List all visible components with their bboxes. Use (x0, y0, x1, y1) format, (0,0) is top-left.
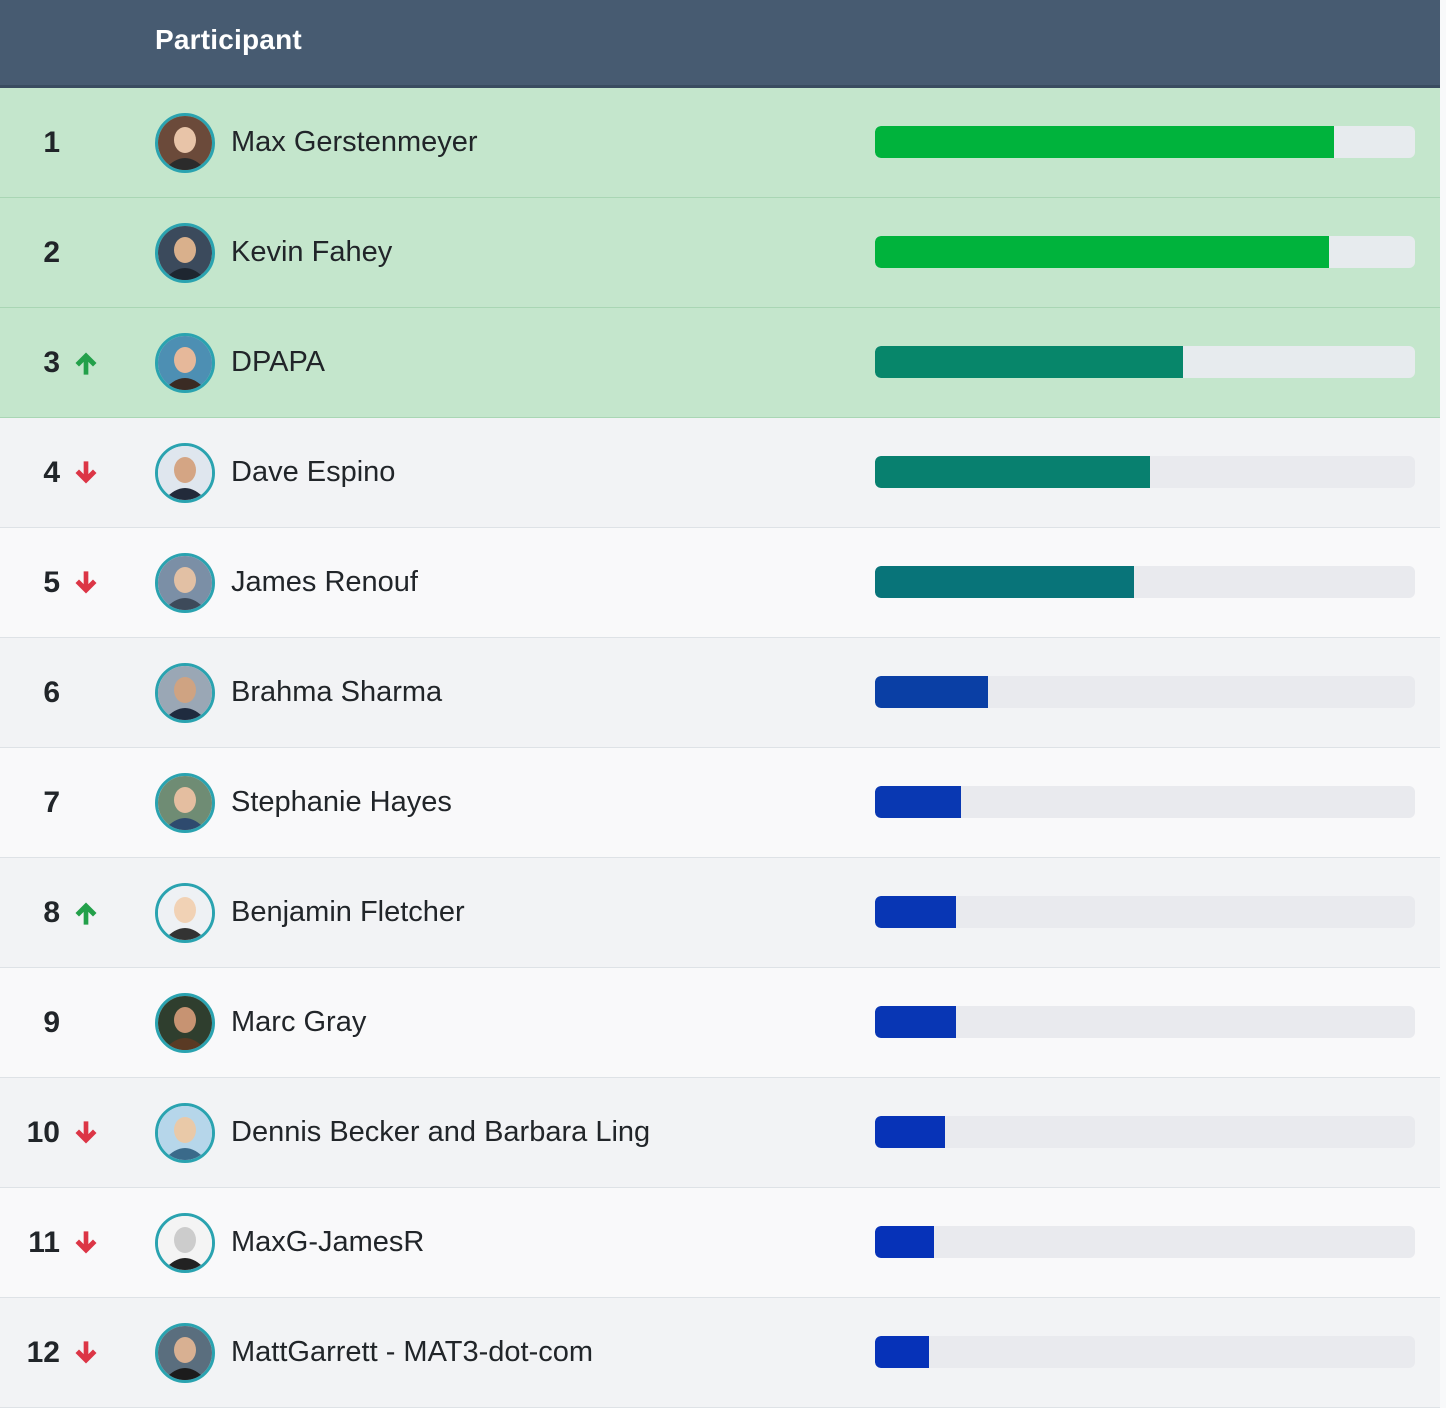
leaderboard-row[interactable]: 4 Dave Espino (0, 418, 1440, 528)
trend-up-arrow-icon (75, 352, 97, 375)
participant-name[interactable]: Max Gerstenmeyer (231, 126, 478, 158)
rank-number: 11 (28, 1225, 60, 1259)
leaderboard-row[interactable]: 2 Kevin Fahey (0, 198, 1440, 308)
progress-bar (875, 1226, 1415, 1258)
participant-column-header: Participant (155, 24, 302, 55)
progress-bar-fill (875, 1116, 946, 1148)
progress-bar (875, 126, 1415, 158)
participant-name[interactable]: James Renouf (231, 566, 418, 598)
rank-number: 10 (26, 1115, 60, 1149)
rank-cell: 8 (0, 858, 150, 967)
trend-down-arrow-icon (75, 570, 97, 593)
participant-name[interactable]: Dennis Becker and Barbara Ling (231, 1116, 651, 1148)
avatar-icon[interactable] (155, 1213, 215, 1273)
leaderboard-row[interactable]: 10 Dennis Becker and Barbara Ling (0, 1078, 1440, 1188)
progress-bar-fill (875, 1006, 956, 1038)
rank-cell: 7 (0, 748, 150, 857)
avatar-icon[interactable] (155, 1323, 215, 1383)
progress-bar-fill (875, 786, 962, 818)
avatar-icon[interactable] (155, 443, 215, 503)
participant-name[interactable]: Brahma Sharma (231, 676, 443, 708)
participant-name[interactable]: Stephanie Hayes (231, 786, 452, 818)
leaderboard-row[interactable]: 8 Benjamin Fletcher (0, 858, 1440, 968)
trend-down-arrow-icon (75, 1120, 97, 1143)
avatar-icon[interactable] (155, 333, 215, 393)
progress-bar (875, 896, 1415, 928)
rank-number: 3 (43, 345, 60, 379)
leaderboard-row[interactable]: 6 Brahma Sharma (0, 638, 1440, 748)
leaderboard-row[interactable]: 1 Max Gerstenmeyer (0, 88, 1440, 198)
progress-bar (875, 676, 1415, 708)
progress-bar-fill (875, 456, 1151, 488)
participant-name[interactable]: MaxG-JamesR (231, 1226, 425, 1258)
avatar-icon[interactable] (155, 773, 215, 833)
rank-number: 1 (43, 125, 60, 159)
participant-name[interactable]: DPAPA (231, 346, 326, 378)
trend-down-arrow-icon (75, 1340, 97, 1363)
progress-bar (875, 346, 1415, 378)
rank-cell: 1 (0, 88, 150, 197)
rank-number: 5 (43, 565, 60, 599)
avatar-icon[interactable] (155, 993, 215, 1053)
progress-bar-fill (875, 566, 1135, 598)
leaderboard-row[interactable]: 7 Stephanie Hayes (0, 748, 1440, 858)
rank-cell: 6 (0, 638, 150, 747)
progress-bar-fill (875, 896, 956, 928)
rank-cell: 3 (0, 308, 150, 417)
trend-down-arrow-icon (75, 1230, 97, 1253)
progress-bar-fill (875, 236, 1329, 268)
avatar-icon[interactable] (155, 223, 215, 283)
rank-number: 4 (43, 455, 60, 489)
progress-bar (875, 1116, 1415, 1148)
progress-bar (875, 1006, 1415, 1038)
trend-up-arrow-icon (75, 902, 97, 925)
progress-bar-fill (875, 126, 1334, 158)
leaderboard-header: Participant (0, 0, 1440, 88)
leaderboard-row[interactable]: 12 MattGarrett - MAT3-dot-com (0, 1298, 1440, 1408)
participant-name[interactable]: Dave Espino (231, 456, 396, 488)
progress-bar (875, 786, 1415, 818)
leaderboard-row[interactable]: 3 DPAPA (0, 308, 1440, 418)
rank-number: 9 (43, 1005, 60, 1039)
progress-bar-fill (875, 346, 1183, 378)
progress-bar (875, 236, 1415, 268)
avatar-icon[interactable] (155, 663, 215, 723)
leaderboard-row[interactable]: 9 Marc Gray (0, 968, 1440, 1078)
rank-cell: 10 (0, 1078, 150, 1187)
avatar-icon[interactable] (155, 113, 215, 173)
progress-bar (875, 456, 1415, 488)
participant-name[interactable]: Kevin Fahey (231, 236, 393, 268)
rank-number: 12 (26, 1335, 60, 1369)
progress-bar-fill (875, 1226, 935, 1258)
rank-cell: 4 (0, 418, 150, 527)
leaderboard-rows: 1 Max Gerstenmeyer 2 Kevin Fahey 3 DPAPA 4 Dave… (0, 88, 1440, 1408)
rank-cell: 11 (0, 1188, 150, 1297)
participant-name[interactable]: MattGarrett - MAT3-dot-com (231, 1336, 594, 1368)
trend-down-arrow-icon (75, 460, 97, 483)
leaderboard-row[interactable]: 5 James Renouf (0, 528, 1440, 638)
rank-cell: 9 (0, 968, 150, 1077)
leaderboard-row[interactable]: 11 MaxG-JamesR (0, 1188, 1440, 1298)
rank-number: 2 (43, 235, 60, 269)
progress-bar-fill (875, 1336, 929, 1368)
progress-bar (875, 1336, 1415, 1368)
rank-cell: 12 (0, 1298, 150, 1407)
participant-name[interactable]: Marc Gray (231, 1006, 367, 1038)
progress-bar (875, 566, 1415, 598)
avatar-icon[interactable] (155, 883, 215, 943)
rank-number: 8 (43, 895, 60, 929)
progress-bar-fill (875, 676, 989, 708)
rank-number: 7 (43, 785, 60, 819)
rank-cell: 2 (0, 198, 150, 307)
participant-name[interactable]: Benjamin Fletcher (231, 896, 465, 928)
avatar-icon[interactable] (155, 1103, 215, 1163)
rank-cell: 5 (0, 528, 150, 637)
avatar-icon[interactable] (155, 553, 215, 613)
rank-number: 6 (43, 675, 60, 709)
